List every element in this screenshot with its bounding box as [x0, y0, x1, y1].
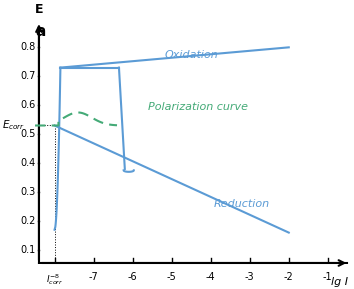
Text: 0.2: 0.2 — [21, 216, 36, 226]
Text: Polarization curve: Polarization curve — [148, 102, 248, 112]
Text: -5: -5 — [167, 272, 177, 282]
Text: a: a — [35, 24, 45, 39]
Text: E: E — [35, 3, 43, 16]
Text: 0.1: 0.1 — [21, 245, 36, 255]
Text: 0.3: 0.3 — [21, 187, 36, 197]
Text: -2: -2 — [284, 272, 293, 282]
Text: -4: -4 — [206, 272, 216, 282]
Text: $I_{corr}^{-8}$: $I_{corr}^{-8}$ — [46, 272, 63, 287]
Text: 0.7: 0.7 — [21, 71, 36, 81]
Text: 0.5: 0.5 — [21, 129, 36, 139]
Text: 0.8: 0.8 — [21, 42, 36, 52]
Text: -7: -7 — [89, 272, 98, 282]
Text: $E_{corr}$: $E_{corr}$ — [2, 118, 25, 132]
Text: lg I: lg I — [331, 277, 348, 288]
Text: 0.4: 0.4 — [21, 158, 36, 168]
Text: 0.6: 0.6 — [21, 100, 36, 110]
Text: -1: -1 — [323, 272, 333, 282]
Text: Oxidation: Oxidation — [164, 50, 218, 60]
Text: -3: -3 — [245, 272, 255, 282]
Text: Reduction: Reduction — [214, 199, 270, 209]
Text: -6: -6 — [128, 272, 137, 282]
